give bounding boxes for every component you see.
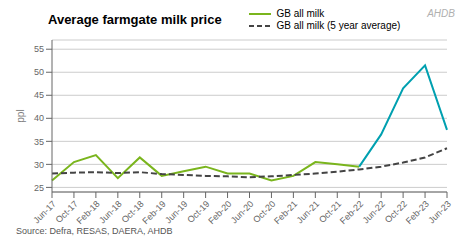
html-text:GB all milk (5 year average): GB all milk (5 year average) [276,20,401,31]
svg-text:Jun-20: Jun-20 [229,199,256,226]
svg-text:Jun-18: Jun-18 [97,199,124,226]
svg-text:Jun-21: Jun-21 [295,199,322,226]
svg-text:Jun-17: Jun-17 [31,199,58,226]
svg-text:55: 55 [34,44,44,54]
svg-text:Feb-23: Feb-23 [404,199,431,226]
svg-text:Feb-22: Feb-22 [338,199,365,226]
svg-text:Oct-17: Oct-17 [53,198,80,225]
html-text:Average farmgate milk price: Average farmgate milk price [48,12,222,27]
svg-text:Feb-21: Feb-21 [272,199,299,226]
svg-text:25: 25 [34,183,44,193]
svg-text:Feb-18: Feb-18 [75,199,102,226]
svg-text:Oct-22: Oct-22 [382,198,409,225]
svg-text:Jun-23: Jun-23 [426,199,453,226]
svg-text:Oct-18: Oct-18 [119,198,146,225]
svg-text:Jun-22: Jun-22 [361,199,388,226]
svg-text:45: 45 [34,90,44,100]
svg-text:Feb-20: Feb-20 [206,199,233,226]
svg-text:Oct-20: Oct-20 [251,198,278,225]
svg-text:Feb-19: Feb-19 [140,199,167,226]
svg-text:35: 35 [34,137,44,147]
svg-text:ppl: ppl [15,109,26,122]
svg-text:30: 30 [34,160,44,170]
html-text:AHDB: AHDB [427,8,455,19]
svg-text:Oct-21: Oct-21 [317,198,344,225]
svg-text:Oct-19: Oct-19 [185,198,212,225]
svg-text:40: 40 [34,113,44,123]
html-text:Source: Defra, RESAS, DAERA, A: Source: Defra, RESAS, DAERA, AHDB [16,226,173,236]
svg-text:50: 50 [34,67,44,77]
html-text:GB all milk: GB all milk [276,8,325,19]
svg-text:Jun-19: Jun-19 [163,199,190,226]
